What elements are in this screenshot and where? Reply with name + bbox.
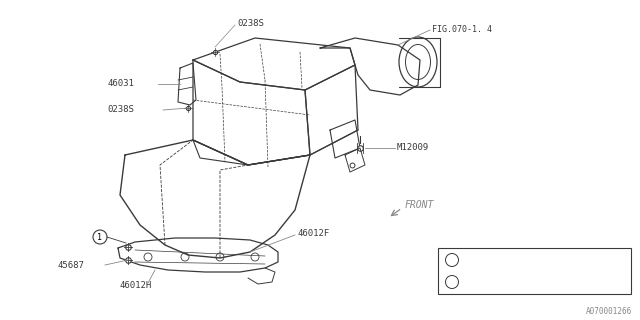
Text: 0238S: 0238S: [107, 106, 134, 115]
Text: 1: 1: [450, 255, 454, 265]
Text: 0238S: 0238S: [237, 19, 264, 28]
Text: 46031: 46031: [107, 79, 134, 89]
Bar: [438, 248, 631, 294]
Text: 46012F: 46012F: [297, 229, 329, 238]
Text: FRONT: FRONT: [405, 200, 435, 210]
Text: A070001266: A070001266: [586, 307, 632, 316]
Text: 45687: 45687: [57, 260, 84, 269]
Text: FIG.070-1. 4: FIG.070-1. 4: [432, 25, 492, 34]
Text: 1: 1: [450, 277, 454, 286]
Text: W140063<'10MY0902->: W140063<'10MY0902->: [464, 277, 552, 286]
Text: W140038<-'10MY0902>: W140038<-'10MY0902>: [464, 255, 552, 265]
Text: 46012H: 46012H: [120, 281, 152, 290]
Text: 1: 1: [97, 233, 102, 242]
Text: M12009: M12009: [397, 143, 429, 153]
